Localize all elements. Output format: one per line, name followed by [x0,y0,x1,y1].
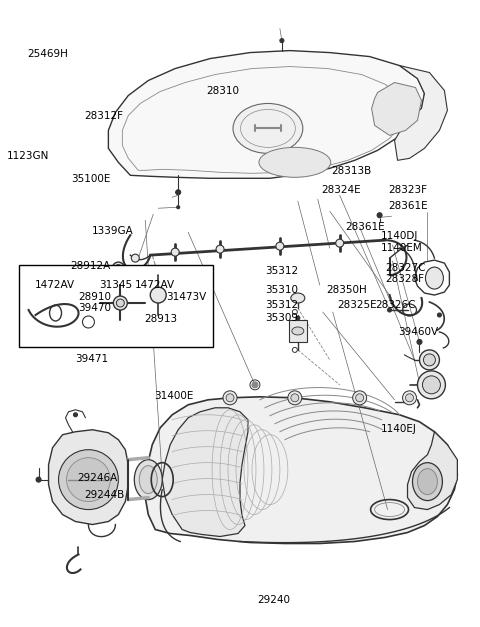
Text: 35310: 35310 [265,285,299,295]
Ellipse shape [422,376,441,394]
Ellipse shape [112,262,124,274]
Text: 35309: 35309 [265,313,299,323]
Text: 39471: 39471 [75,354,108,364]
Text: 28328F: 28328F [385,274,424,284]
Ellipse shape [425,267,444,289]
Text: 28323F: 28323F [388,184,427,194]
Ellipse shape [67,458,110,502]
Text: 35312: 35312 [265,266,299,276]
Text: 28326C: 28326C [375,300,416,310]
Bar [19,265,213,347]
Ellipse shape [423,354,435,366]
Ellipse shape [226,394,234,402]
Ellipse shape [176,190,180,195]
Ellipse shape [139,466,157,493]
Text: 28910: 28910 [78,292,111,302]
Text: 1123GN: 1123GN [6,151,49,161]
Ellipse shape [418,468,437,495]
Ellipse shape [420,350,439,370]
Ellipse shape [291,293,305,303]
Text: 1140EJ: 1140EJ [381,424,417,435]
Text: 28361E: 28361E [345,222,385,232]
Ellipse shape [259,147,331,177]
Polygon shape [108,51,424,178]
Text: 1472AV: 1472AV [135,280,175,290]
Text: 35312: 35312 [265,300,299,310]
Ellipse shape [171,248,179,256]
Text: 35100E: 35100E [72,174,111,184]
Text: 28327C: 28327C [385,263,425,273]
Text: 25469H: 25469H [27,49,68,59]
Ellipse shape [36,477,41,482]
Ellipse shape [377,213,382,218]
Ellipse shape [387,308,392,312]
Ellipse shape [177,206,180,209]
Polygon shape [408,432,457,510]
Text: 1472AV: 1472AV [35,280,75,290]
Ellipse shape [356,394,364,402]
Ellipse shape [73,413,77,417]
Ellipse shape [113,296,127,310]
Text: 1140DJ: 1140DJ [381,231,419,241]
Text: 28310: 28310 [206,87,240,97]
Ellipse shape [132,254,139,262]
Polygon shape [395,66,447,161]
Text: 1140EM: 1140EM [381,243,423,253]
Ellipse shape [115,265,122,271]
Text: 28912A: 28912A [70,261,110,271]
Ellipse shape [291,394,299,402]
Ellipse shape [276,242,284,250]
Ellipse shape [418,371,445,399]
Ellipse shape [233,103,303,154]
Ellipse shape [403,391,417,405]
Text: 28325E: 28325E [337,300,377,310]
Polygon shape [372,83,421,135]
Text: 31473V: 31473V [166,292,206,302]
Polygon shape [162,408,248,537]
Ellipse shape [216,245,224,253]
Text: 28312F: 28312F [84,112,123,122]
Text: 39470: 39470 [78,303,111,314]
Bar [289,320,307,342]
Ellipse shape [150,287,166,303]
Ellipse shape [296,316,300,320]
Text: 28913: 28913 [144,314,178,324]
Polygon shape [48,429,128,525]
Text: 1339GA: 1339GA [92,226,133,236]
Ellipse shape [406,394,413,402]
Ellipse shape [116,299,124,307]
Text: 31345: 31345 [99,280,132,290]
Ellipse shape [223,391,237,405]
Text: 28361E: 28361E [388,201,428,211]
Text: 28313B: 28313B [331,166,371,176]
Text: 29246A: 29246A [77,473,118,483]
Text: 29244B: 29244B [84,490,125,500]
Ellipse shape [417,339,422,344]
Ellipse shape [437,313,442,317]
Text: 28324E: 28324E [322,184,361,194]
Polygon shape [145,397,457,544]
Text: 31400E: 31400E [154,391,193,401]
Text: 39460V: 39460V [398,327,438,337]
Ellipse shape [336,239,344,247]
Ellipse shape [59,450,119,510]
Ellipse shape [412,463,443,500]
Ellipse shape [252,382,258,388]
Text: 28350H: 28350H [326,285,367,295]
Ellipse shape [134,460,162,500]
Ellipse shape [280,39,284,43]
Ellipse shape [292,327,304,335]
Ellipse shape [288,391,302,405]
Ellipse shape [353,391,367,405]
Text: 29240: 29240 [257,595,290,605]
